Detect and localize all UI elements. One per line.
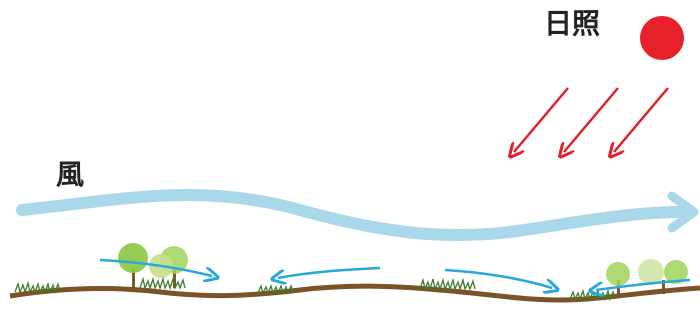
diagram: 日照 風 — [0, 0, 700, 312]
sunshine-label: 日照 — [544, 7, 600, 40]
wind-arrow — [22, 195, 682, 235]
local-wind-arrow — [278, 268, 380, 278]
sun — [640, 16, 684, 60]
ground — [10, 286, 700, 300]
ray — [514, 88, 568, 152]
sun-rays — [514, 88, 668, 152]
ray — [564, 88, 618, 152]
ray — [614, 88, 668, 152]
wind-label: 風 — [56, 158, 84, 191]
